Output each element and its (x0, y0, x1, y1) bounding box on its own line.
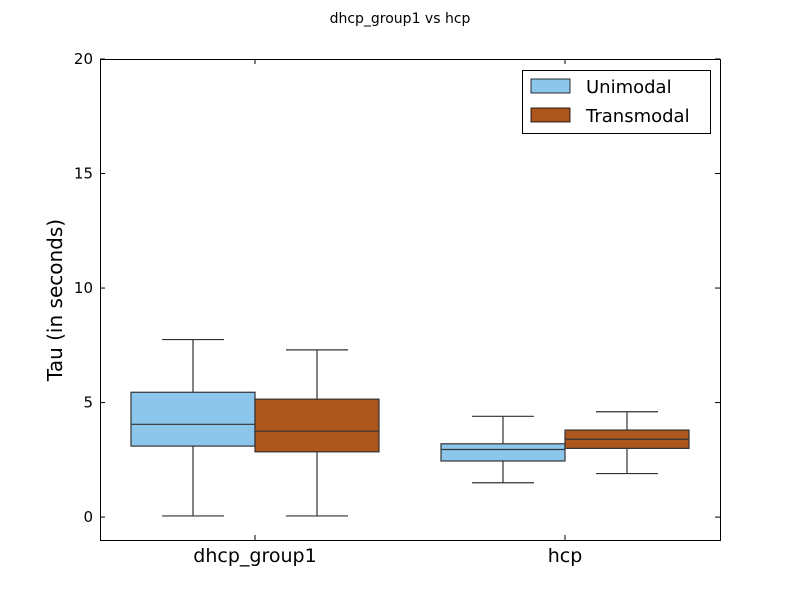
legend-swatch-unimodal (530, 78, 571, 94)
box-unimodal-dhcp_group1 (130, 338, 256, 517)
chart-title: dhcp_group1 vs hcp (330, 11, 471, 27)
y-axis-label: Tau (in seconds) (43, 219, 67, 382)
y-tick-label: 20 (74, 50, 93, 68)
ticks-layer: 0 5 10 15 20 dhcp_group1 hcp (74, 50, 720, 567)
legend-label-unimodal: Unimodal (586, 77, 672, 98)
y-tick-label: 0 (83, 508, 93, 526)
legend-label-transmodal: Transmodal (585, 106, 690, 127)
box-body (254, 398, 380, 453)
boxes-layer (130, 338, 690, 517)
box-unimodal-hcp (440, 415, 566, 484)
plot-frame (100, 59, 721, 541)
y-tick-label: 10 (74, 279, 93, 297)
legend: Unimodal Transmodal (522, 70, 711, 134)
y-tick-label: 15 (74, 165, 93, 183)
box-transmodal-hcp (564, 411, 690, 475)
box-transmodal-dhcp_group1 (254, 349, 380, 517)
y-tick-label: 5 (83, 394, 93, 412)
x-tick-label: dhcp_group1 (193, 545, 316, 567)
x-tick-label: hcp (548, 545, 583, 567)
legend-swatch-transmodal (530, 107, 571, 123)
box-body (130, 391, 256, 447)
box-body (440, 443, 566, 462)
